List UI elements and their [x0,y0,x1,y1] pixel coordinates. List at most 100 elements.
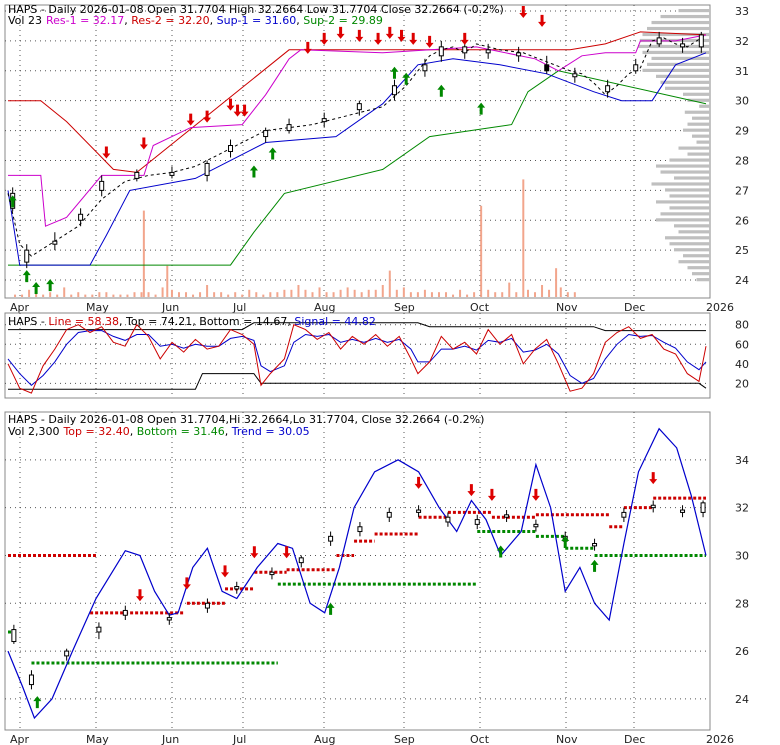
volume-bar [276,292,279,297]
volume-bar [28,289,31,297]
x-tick-label: Jun [161,733,179,745]
profile-bar [669,206,710,210]
candle-body [11,629,17,643]
oscillator-lines [7,322,707,394]
volume-bar [126,294,129,297]
volume-bar [112,294,115,297]
profile-bar [656,74,710,78]
x-tick-label: Jul [232,301,246,314]
profile-bar [651,56,710,61]
osc-line: Line = 58.38 [48,315,119,328]
volume-bar [119,294,122,297]
profile-bar [656,164,710,168]
sell-arrow [250,546,259,559]
y-tick-label: 40 [735,358,749,371]
candle-body [357,526,363,533]
x-tick-label: Nov [556,301,578,314]
candle-body [28,674,34,686]
profile-bar [651,20,710,25]
profile-bar [660,170,710,174]
volume-bar [241,294,244,297]
trend-plot-area [4,411,711,731]
profile-bar [683,128,710,132]
sell-arrow [320,32,329,45]
volume-bar [522,179,525,297]
profile-bar [692,134,710,138]
oscillator-panel: 20 40 60 80 HAPS - Line = 58.38, Top = 74.2… [4,312,749,399]
profile-bar [674,176,710,180]
buy-arrow [496,545,505,558]
osc-signal: Signal = 44.82 [294,315,376,328]
sell-arrow [467,484,476,497]
legend-res2: Res-2 = 32.20 [131,14,209,27]
trend-title-ticker: HAPS [8,413,37,426]
volume-bar [147,292,150,297]
buy-arrow [326,602,335,615]
y-tick-label: 20 [735,377,749,390]
trend-y-axis: 24 26 28 30 32 34 [735,454,749,706]
profile-bar [669,158,710,162]
profile-bar [660,212,710,216]
volume-bar [199,292,202,297]
candle-body [52,240,58,245]
volume-bar [459,289,462,297]
y-tick-label: 26 [735,645,749,658]
trend-line [7,427,707,720]
profile-bar [674,224,710,228]
profile-bar [678,260,710,264]
candle-body [391,85,397,96]
res2-line [8,31,707,173]
candle-body [438,46,444,57]
volume-bar [213,292,216,297]
candle-body [533,523,539,528]
candle-body [99,180,105,191]
volume-bar [105,292,108,297]
x-tick-label: Dec [624,301,645,314]
profile-bar [660,14,710,19]
volume-bar [395,289,398,297]
volume-bar [381,285,384,297]
buy-arrow [590,559,599,572]
volume-bar [430,292,433,297]
candle-body [169,171,175,176]
volume-bar [374,289,377,297]
volume-bar [177,292,180,297]
sell-arrow [102,146,111,159]
volume-bar [534,292,537,297]
volume-bar [508,282,511,297]
volume-bar [248,289,251,297]
volume-bar [98,292,101,297]
res1-line [8,34,707,227]
volume-bar [166,265,169,297]
volume-bars [14,179,576,297]
profile-bar [678,146,710,150]
profile-bar [665,236,710,240]
volume-bar [255,292,258,297]
volume-bar [332,292,335,297]
volume-bar [56,294,59,297]
volume-bar [269,292,272,297]
buy-arrow [437,84,446,97]
volume-bar [290,289,293,297]
candle-body [228,145,234,152]
y-tick-label: 26 [735,214,749,227]
price-panel: 24 25 26 27 28 29 30 31 32 33 Apr May Jun Jul Aug Sep O… [4,3,749,314]
volume-bar [541,285,544,297]
volume-bar [63,287,66,297]
profile-bar [647,62,710,66]
sell-arrow [414,476,423,489]
candle-body [286,124,292,132]
profile-bar [687,122,710,126]
support-resistance-lines [7,31,707,266]
volume-bar [234,292,237,297]
sell-arrow [282,546,291,559]
candle-body [64,650,70,657]
trend-legend: Vol 2,300 Top = 32.40, Bottom = 31.46, Tr… [8,425,310,438]
candle-body [474,519,480,525]
x-tick-label: Aug [314,733,335,745]
volume-bar [14,294,17,297]
volume-bar [573,292,576,297]
x-tick-label: Apr [10,733,30,745]
profile-bar [674,248,710,252]
y-tick-label: 33 [735,5,749,18]
